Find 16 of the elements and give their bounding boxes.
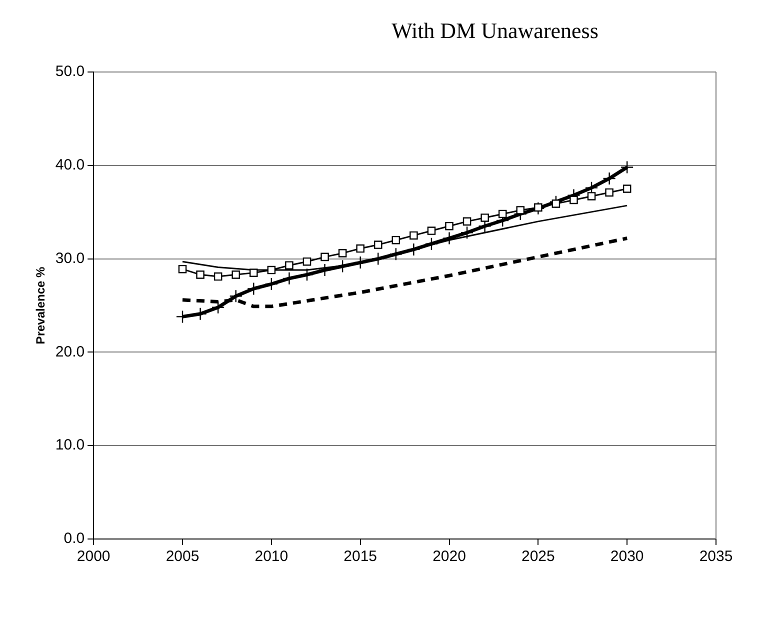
y-axis-title: Prevalence %	[34, 266, 48, 344]
y-tick-label: 10.0	[55, 436, 85, 454]
x-tick-label: 2030	[610, 548, 644, 566]
x-tick-label: 2010	[254, 548, 288, 566]
y-tick-label: 0.0	[64, 530, 85, 548]
y-tick-label: 20.0	[55, 343, 85, 360]
y-tick-label: 50.0	[55, 63, 85, 80]
x-tick-label: 2020	[432, 548, 466, 566]
x-tick-label: 2015	[344, 548, 378, 566]
chart-title: With DM Unawareness	[390, 18, 600, 45]
x-tick-label: 2005	[166, 548, 200, 566]
y-tick-label: 30.0	[55, 250, 85, 267]
x-tick-label: 2025	[521, 548, 555, 566]
x-tick-label: 2000	[76, 548, 110, 566]
x-tick-label: 2035	[699, 548, 733, 566]
y-tick-label: 40.0	[55, 156, 85, 174]
